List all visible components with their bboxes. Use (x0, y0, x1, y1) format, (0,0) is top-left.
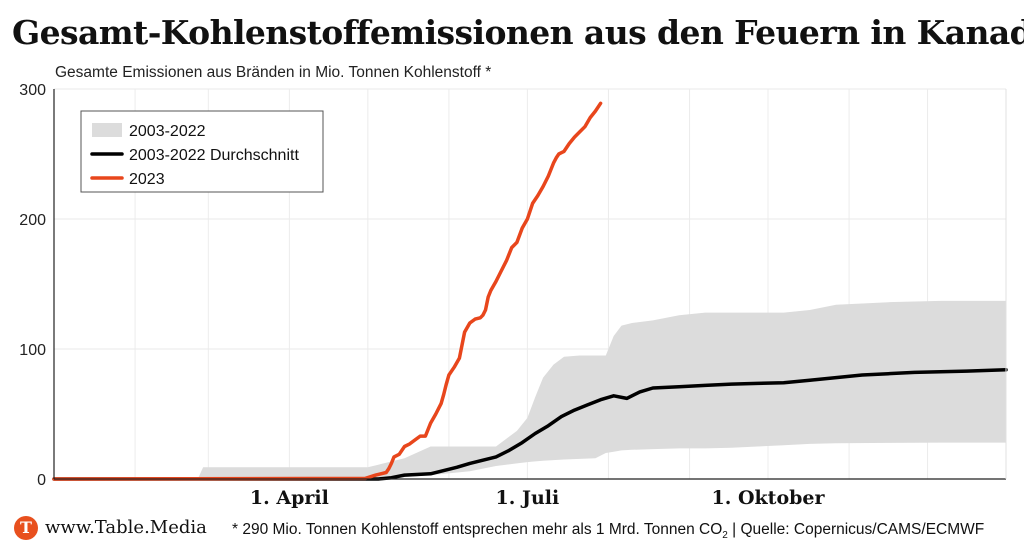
range-band (54, 300, 1006, 479)
series-line-average (52, 368, 1008, 481)
x-tick-label: 1. April (250, 487, 329, 509)
y-tick-label: 0 (37, 472, 46, 489)
series-layer (52, 101, 1008, 481)
source-note: * 290 Mio. Tonnen Kohlenstoff entspreche… (232, 521, 984, 541)
axes: 0 100 200 300 1. April 1. Juli 1. Oktober (19, 82, 1007, 509)
series-line-2023 (52, 101, 603, 481)
y-tick-label: 100 (19, 342, 46, 359)
x-tick-label: 1. Oktober (712, 487, 826, 509)
chart-subtitle: Gesamte Emissionen aus Bränden in Mio. T… (55, 64, 492, 81)
y-tick-label: 200 (19, 212, 46, 229)
note-source: | Quelle: Copernicus/CAMS/ECMWF (727, 521, 985, 538)
x-tick-label: 1. Juli (496, 487, 560, 509)
legend-label: 2003-2022 Durchschnitt (129, 147, 299, 164)
note-text: * 290 Mio. Tonnen Kohlenstoff entspreche… (232, 521, 723, 538)
chart-title: Gesamt-Kohlenstoffemissionen aus den Feu… (12, 13, 1024, 52)
footer: T www.Table.Media * 290 Mio. Tonnen Kohl… (14, 514, 1014, 544)
legend: 2003-2022 2003-2022 Durchschnitt 2023 (80, 110, 324, 193)
legend-swatch-band (92, 123, 122, 137)
brand-link[interactable]: www.Table.Media (45, 517, 207, 538)
logo-letter: T (20, 518, 32, 537)
legend-label: 2003-2022 (129, 123, 206, 140)
legend-label: 2023 (129, 171, 165, 188)
y-tick-label: 300 (19, 82, 46, 99)
table-media-logo-icon: T (14, 516, 38, 540)
note-subscript: 2 (722, 530, 728, 542)
